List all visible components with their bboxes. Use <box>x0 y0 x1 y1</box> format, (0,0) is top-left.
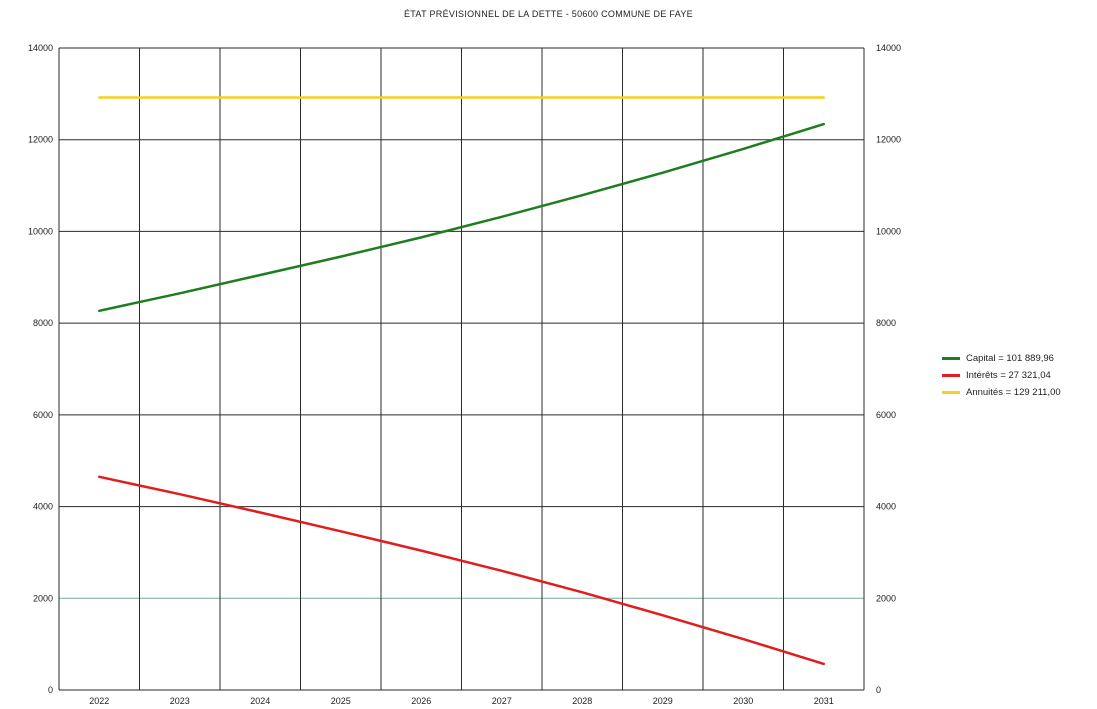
series-line <box>98 122 826 313</box>
x-tick-label: 2027 <box>492 696 512 706</box>
y-tick-label-right: 2000 <box>876 593 896 603</box>
x-tick-label: 2028 <box>572 696 592 706</box>
series-lines <box>98 96 826 666</box>
legend-swatch <box>942 391 960 394</box>
series-line <box>98 475 826 666</box>
y-tick-label-left: 2000 <box>33 593 53 603</box>
x-tick-label: 2026 <box>411 696 431 706</box>
y-tick-label-right: 8000 <box>876 318 896 328</box>
y-tick-label-right: 4000 <box>876 502 896 512</box>
x-tick-label: 2029 <box>653 696 673 706</box>
x-tick-label: 2030 <box>733 696 753 706</box>
legend-label: Capital = 101 889,96 <box>966 353 1054 364</box>
y-tick-label-left: 8000 <box>33 318 53 328</box>
y-tick-label-right: 12000 <box>876 135 901 145</box>
y-tick-label-right: 6000 <box>876 410 896 420</box>
y-tick-label-left: 0 <box>48 685 53 695</box>
y-tick-label-left: 14000 <box>28 43 53 53</box>
y-tick-label-left: 4000 <box>33 502 53 512</box>
y-tick-label-right: 0 <box>876 685 881 695</box>
legend-swatch <box>942 374 960 377</box>
y-tick-label-left: 12000 <box>28 135 53 145</box>
axis-labels: 0 0 2000 2000 4000 4000 6000 6000 8000 8000 10000 1… <box>28 43 901 706</box>
legend-item: Annuités = 129 211,00 <box>942 384 1061 401</box>
y-tick-label-left: 10000 <box>28 226 53 236</box>
chart-title: ÉTAT PRÉVISIONNEL DE LA DETTE - 50600 CO… <box>404 9 693 19</box>
y-tick-label-right: 10000 <box>876 226 901 236</box>
x-tick-label: 2022 <box>89 696 109 706</box>
legend-item: Intérêts = 27 321,04 <box>942 367 1061 384</box>
grid-lines <box>58 47 865 691</box>
legend-label: Intérêts = 27 321,04 <box>966 370 1051 381</box>
x-tick-label: 2023 <box>170 696 190 706</box>
legend-swatch <box>942 357 960 360</box>
legend-label: Annuités = 129 211,00 <box>966 387 1061 398</box>
legend: Capital = 101 889,96 Intérêts = 27 321,04… <box>942 350 1061 401</box>
x-tick-label: 2024 <box>250 696 270 706</box>
x-tick-label: 2025 <box>331 696 351 706</box>
y-tick-label-right: 14000 <box>876 43 901 53</box>
y-tick-label-left: 6000 <box>33 410 53 420</box>
x-tick-label: 2031 <box>814 696 834 706</box>
legend-item: Capital = 101 889,96 <box>942 350 1061 367</box>
